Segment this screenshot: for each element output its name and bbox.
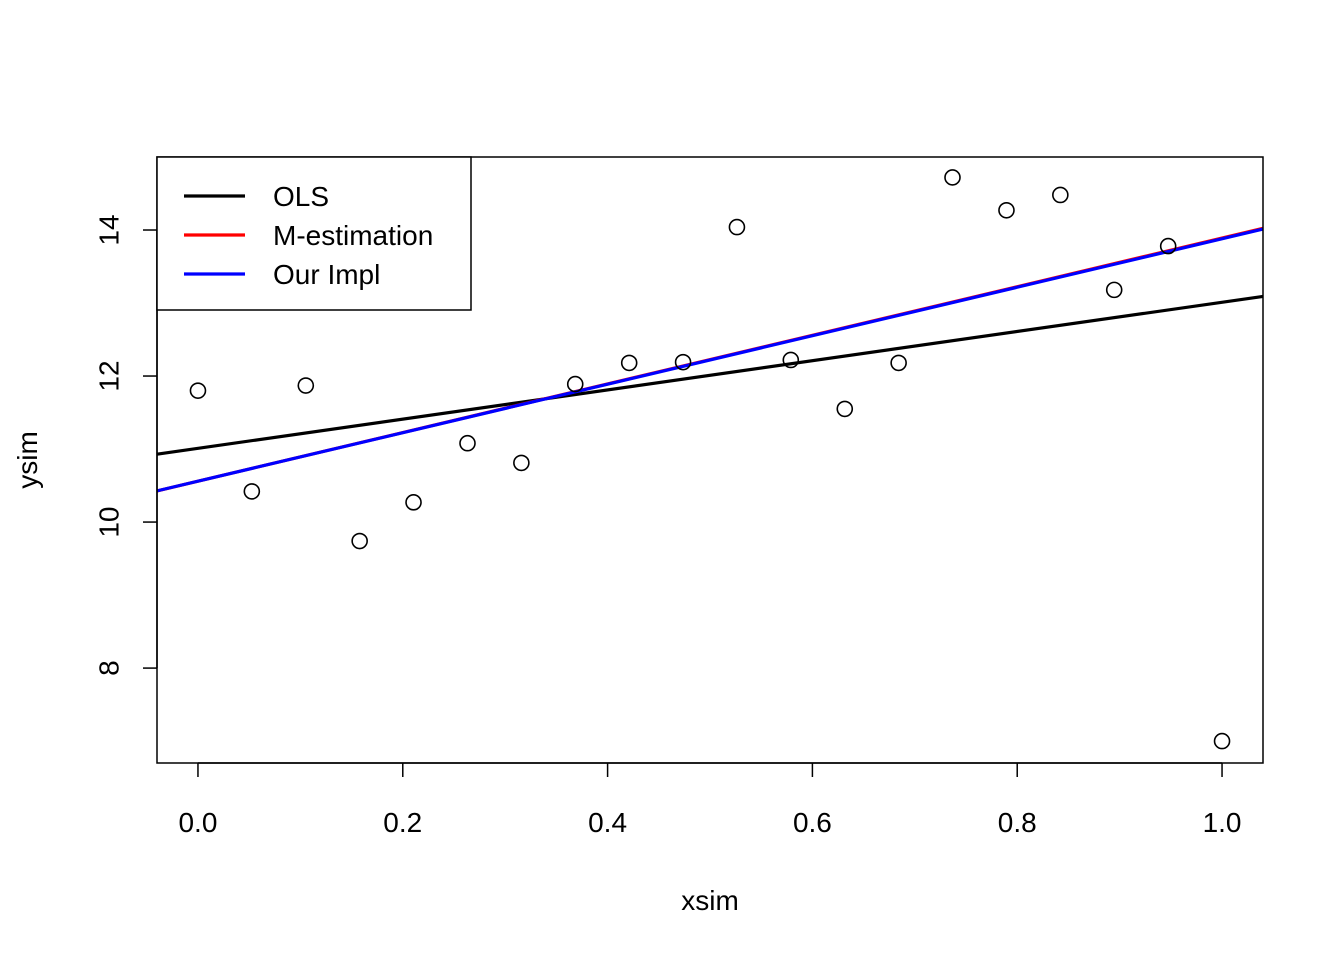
- data-point: [351, 532, 368, 550]
- data-points: [189, 169, 1231, 750]
- data-point: [513, 454, 530, 472]
- data-point: [405, 494, 422, 511]
- x-tick-label: 1.0: [1203, 807, 1242, 838]
- data-point: [243, 483, 261, 500]
- y-tick-label: 10: [94, 506, 125, 537]
- x-tick-label: 0.6: [793, 807, 832, 838]
- data-point: [620, 354, 638, 372]
- data-point: [566, 375, 584, 393]
- legend-label: Our Impl: [273, 259, 380, 290]
- y-axis: 8 10 12 14: [94, 214, 158, 676]
- regression-line-2: [156, 227, 1264, 493]
- data-point: [728, 218, 746, 236]
- x-tick-label: 0.8: [998, 807, 1037, 838]
- data-point: [1159, 237, 1177, 255]
- data-point: [297, 377, 315, 394]
- data-point: [459, 434, 476, 452]
- data-point: [1105, 281, 1123, 299]
- data-point: [1052, 186, 1069, 204]
- y-tick-label: 14: [94, 214, 125, 245]
- x-axis-label: xsim: [681, 885, 739, 916]
- legend-label: OLS: [273, 181, 329, 212]
- x-tick-label: 0.2: [383, 807, 422, 838]
- data-point: [1213, 732, 1231, 750]
- regression-lines: [156, 226, 1264, 493]
- x-tick-label: 0.4: [588, 807, 627, 838]
- y-axis-label: ysim: [12, 431, 43, 489]
- legend: OLS M-estimation Our Impl: [156, 156, 472, 311]
- regression-line-0: [156, 294, 1264, 456]
- data-point: [944, 169, 961, 186]
- data-point: [674, 353, 692, 371]
- x-tick-label: 0.0: [178, 807, 217, 838]
- y-tick-label: 12: [94, 360, 125, 391]
- data-point: [189, 382, 207, 399]
- data-point: [998, 201, 1015, 219]
- data-point: [836, 400, 854, 418]
- data-point: [890, 354, 907, 372]
- data-point: [782, 351, 800, 369]
- x-axis: 0.0 0.2 0.4 0.6 0.8 1.0: [178, 762, 1242, 838]
- y-tick-label: 8: [94, 660, 125, 676]
- legend-label: M-estimation: [273, 220, 433, 251]
